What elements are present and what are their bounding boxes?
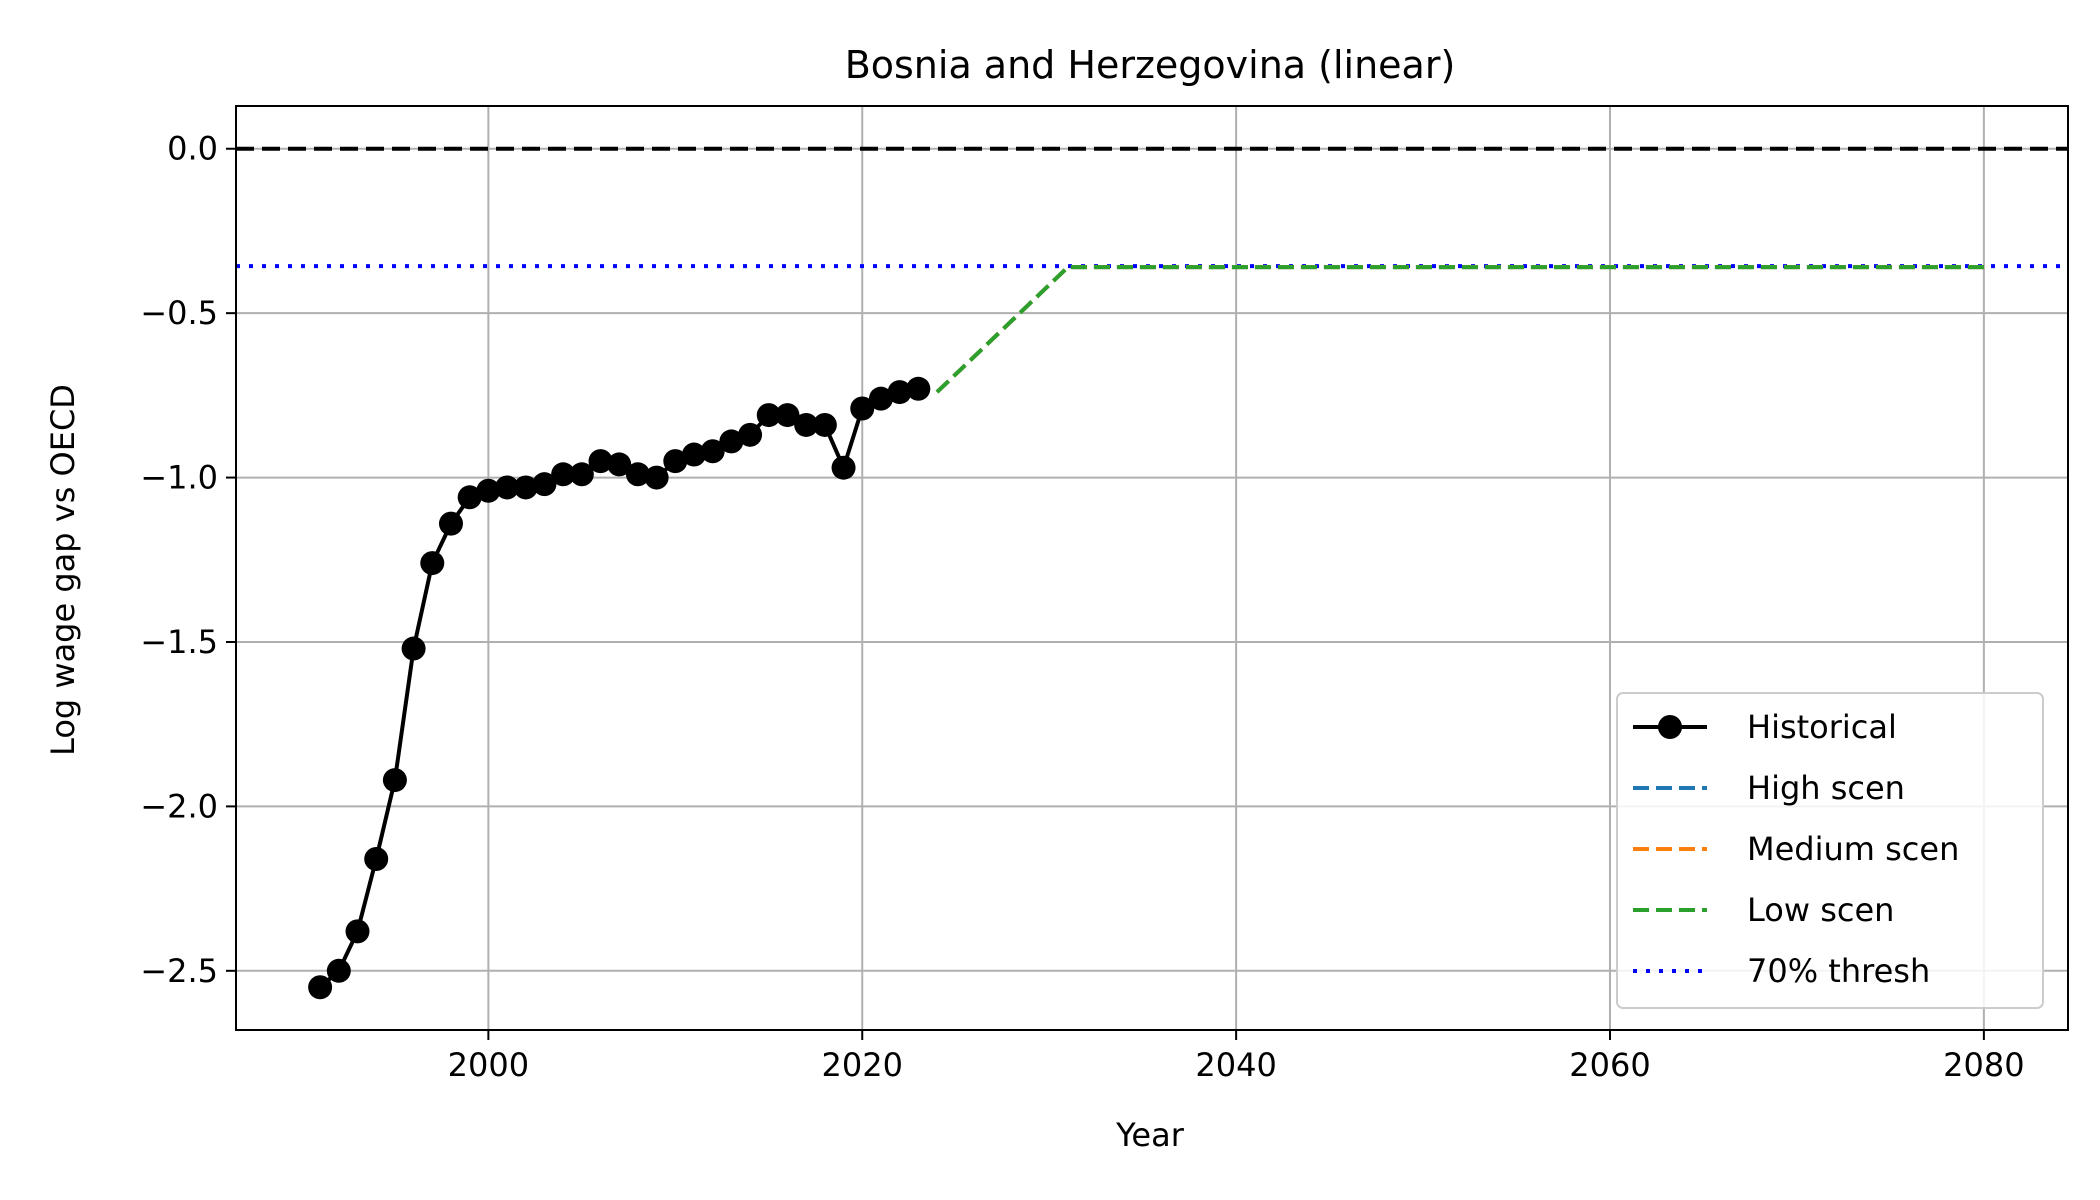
- historical-point: [625, 462, 650, 487]
- historical-point: [663, 449, 688, 474]
- historical-point: [812, 412, 837, 437]
- y-tick-label: −0.5: [140, 294, 218, 332]
- historical-point: [831, 455, 856, 480]
- legend-label-historical: Historical: [1747, 708, 1897, 746]
- x-tick-label: 2060: [1569, 1046, 1650, 1084]
- historical-point: [382, 768, 407, 793]
- historical-point: [401, 636, 426, 661]
- historical-point: [420, 551, 445, 576]
- historical-point: [794, 412, 819, 437]
- y-tick-label: −1.5: [140, 623, 218, 661]
- historical-point: [682, 442, 706, 467]
- x-tick-label: 2000: [448, 1046, 529, 1084]
- reference-lines: [236, 146, 2068, 269]
- legend-label-low-scen: Low scen: [1747, 891, 1894, 929]
- historical-point: [476, 478, 501, 503]
- x-axis-title: Year: [1115, 1116, 1185, 1154]
- historical-point: [551, 462, 576, 487]
- y-tick-label: 0.0: [167, 130, 218, 168]
- historical-point: [868, 386, 893, 411]
- historical-point: [457, 485, 482, 510]
- y-axis-title: Log wage gap vs OECD: [44, 384, 82, 756]
- historical-point: [438, 511, 463, 536]
- historical-point: [569, 462, 594, 487]
- historical-point: [775, 403, 800, 428]
- x-axis-ticks: 2000 2020 2040 2060 2080: [448, 1030, 2025, 1084]
- historical-point: [719, 429, 744, 454]
- historical-point: [513, 475, 538, 500]
- historical-point: [345, 919, 370, 944]
- legend-label-high-scen: High scen: [1747, 769, 1905, 807]
- x-tick-label: 2020: [822, 1046, 903, 1084]
- legend: Historical High scen Medium scen Low scen 70…: [1616, 692, 2044, 1009]
- legend-label-70-thresh: 70% thresh: [1747, 952, 1930, 990]
- historical-point: [326, 958, 351, 983]
- historical-point: [644, 465, 669, 490]
- x-tick-label: 2080: [1943, 1046, 2024, 1084]
- historical-point: [700, 439, 725, 464]
- legend-marker-historical: [1658, 715, 1682, 739]
- historical-point: [588, 449, 613, 474]
- plot-area-frame: [235, 105, 2069, 1031]
- historical-point: [308, 975, 333, 1000]
- y-tick-label: −2.5: [140, 952, 218, 990]
- y-axis-ticks: 0.0 −0.5 −1.0 −1.5 −2.0 −2.5: [140, 130, 236, 990]
- historical-point: [607, 452, 632, 477]
- low-scen-line: [935, 265, 1984, 394]
- historical-point: [887, 380, 912, 405]
- historical-point: [738, 422, 763, 447]
- legend-box: [1616, 692, 2044, 1009]
- legend-label-medium-scen: Medium scen: [1747, 830, 1959, 868]
- historical-point: [906, 376, 931, 401]
- historical-point: [850, 396, 875, 421]
- historical-point: [756, 403, 781, 428]
- historical-point: [364, 847, 389, 872]
- y-tick-label: −2.0: [140, 787, 218, 825]
- x-tick-label: 2040: [1195, 1046, 1276, 1084]
- historical-point: [495, 475, 520, 500]
- series-layer: [308, 265, 1984, 1000]
- y-tick-label: −1.0: [140, 459, 218, 497]
- historical-point: [532, 472, 557, 497]
- chart-title: Bosnia and Herzegovina (linear): [845, 43, 1456, 87]
